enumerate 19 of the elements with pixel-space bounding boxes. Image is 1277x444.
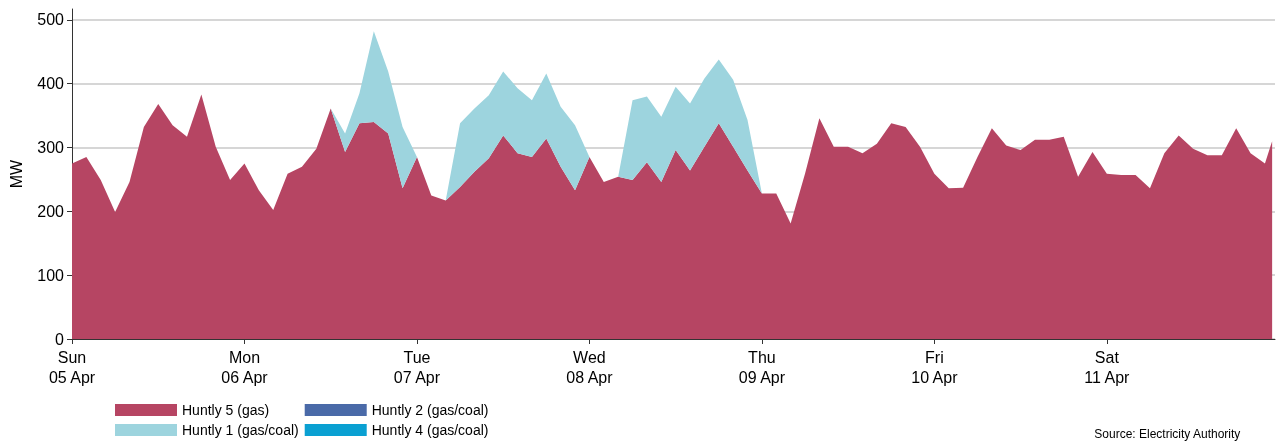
- x-tick-label: Mon 06 Apr: [221, 348, 269, 386]
- legend-label: Huntly 4 (gas/coal): [371, 422, 489, 438]
- y-tick-label: 300: [37, 139, 65, 157]
- y-tick-label: 200: [37, 202, 65, 220]
- x-tick-label: Wed 08 Apr: [566, 348, 614, 386]
- x-tick-label: Tue 07 Apr: [393, 348, 441, 386]
- x-tick-label: Fri 10 Apr: [911, 348, 959, 386]
- source-note: Source: Electricity Authority: [1094, 427, 1241, 441]
- x-tick-label: Sat 11 Apr: [1084, 348, 1131, 386]
- legend-label: Huntly 1 (gas/coal): [182, 422, 299, 438]
- y-tick-label: 0: [55, 330, 65, 348]
- y-tick-label: 500: [37, 11, 65, 29]
- y-axis-title: MW: [7, 158, 25, 189]
- legend-label: Huntly 2 (gas/coal): [371, 402, 489, 418]
- y-tick-label: 100: [37, 266, 65, 284]
- x-tick-label: Sun 05 Apr: [48, 348, 96, 386]
- x-tick-label: Thu 09 Apr: [738, 348, 786, 386]
- y-tick-label: 400: [37, 75, 65, 93]
- legend-label: Huntly 5 (gas): [182, 402, 270, 418]
